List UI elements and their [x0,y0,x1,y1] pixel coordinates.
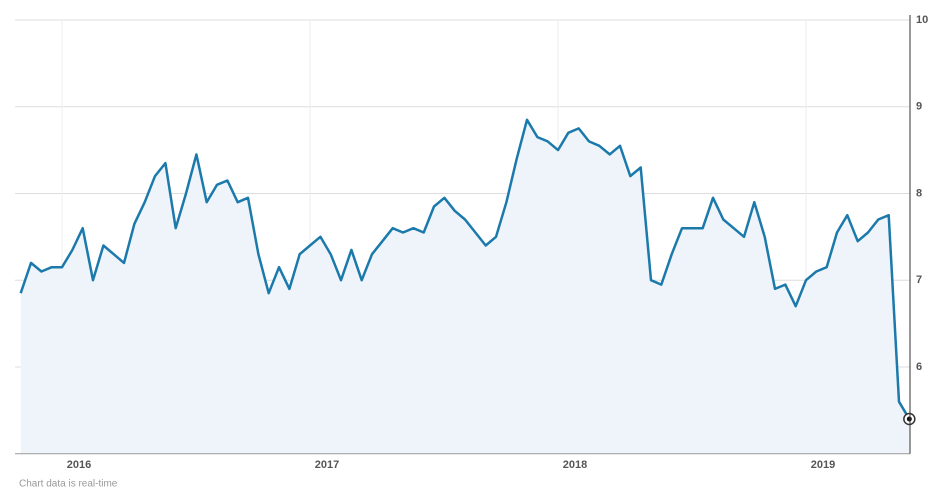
x-tick-label: 2018 [563,459,587,471]
y-tick-label: 8 [916,187,922,199]
area [20,119,910,454]
y-tick-label: 9 [916,101,922,113]
y-tick-label: 6 [916,361,922,373]
x-tick-label: 2019 [811,459,835,471]
y-tick-label: 7 [916,274,922,286]
last-point-dot [906,416,912,422]
y-tick-label: 10 [916,14,928,26]
x-tick-label: 2016 [67,459,91,471]
x-tick-label: 2017 [315,459,339,471]
line [19,118,911,420]
footnote: Chart data is real-time [19,479,118,490]
